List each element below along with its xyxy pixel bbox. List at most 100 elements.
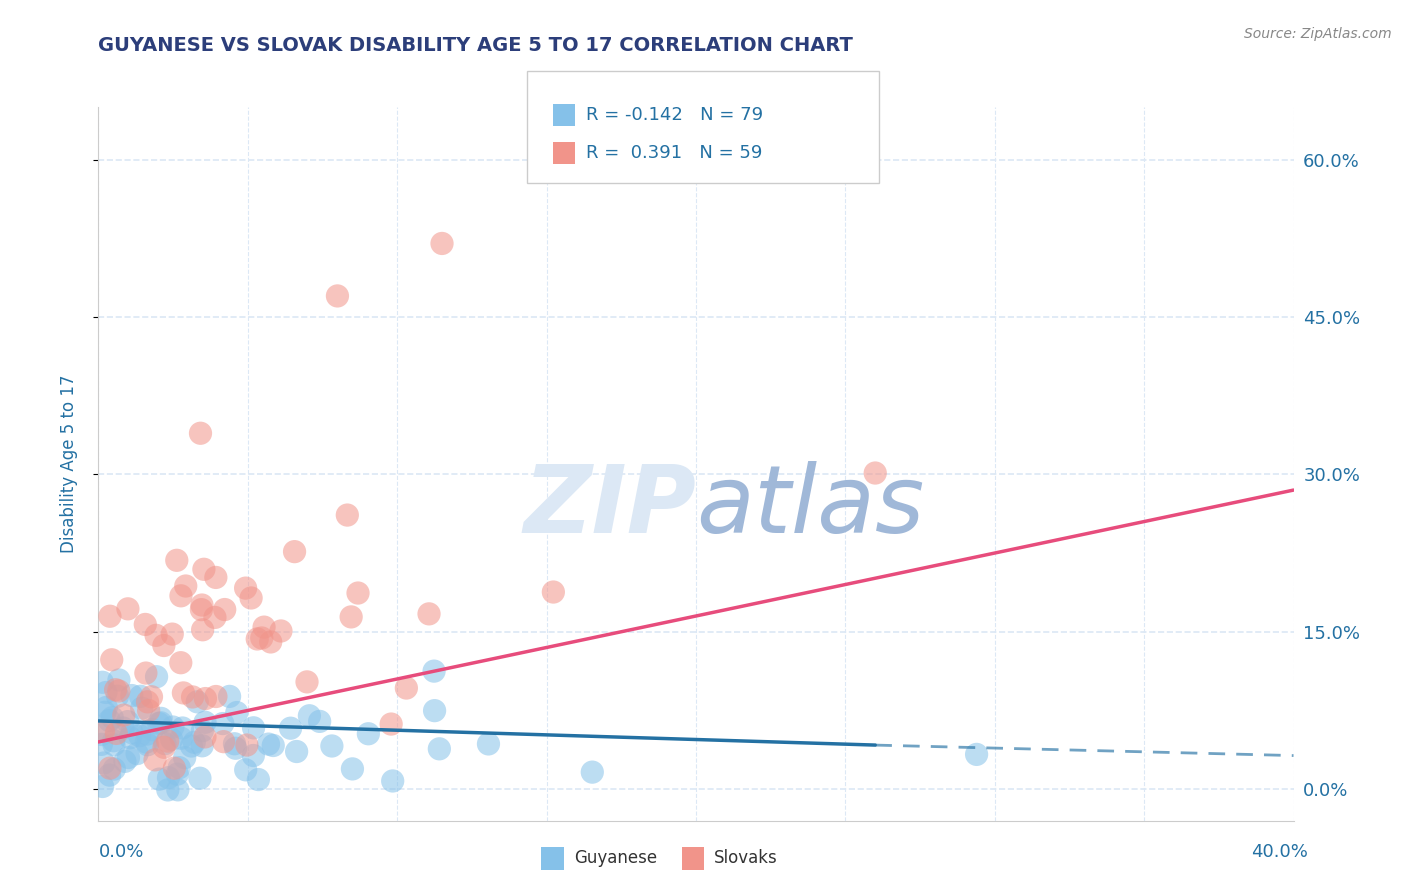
Point [247,772,270,787]
Point [141,723,163,737]
Point [93,724,115,739]
Point [135,735,157,749]
Point [166,782,188,797]
Text: Guyanese: Guyanese [574,849,657,867]
Point [204,610,226,624]
Point [581,765,603,780]
Point [246,632,269,646]
Point [128,729,150,743]
Point [180,739,202,753]
Point [235,581,257,595]
Point [120,731,142,745]
Point [117,714,139,729]
Point [145,670,167,684]
Point [90,738,112,752]
Point [380,717,402,731]
Point [103,738,125,752]
Point [190,602,212,616]
Point [117,602,139,616]
Point [395,681,418,695]
Point [131,701,153,715]
Point [214,602,236,616]
Point [105,726,128,740]
Text: ZIP: ZIP [523,460,696,553]
Text: R = -0.142   N = 79: R = -0.142 N = 79 [586,106,763,124]
Point [121,689,143,703]
Point [218,690,240,704]
Point [186,695,208,709]
Point [136,727,159,741]
Point [225,706,247,720]
Y-axis label: Disability Age 5 to 17: Disability Age 5 to 17 [59,375,77,553]
Point [308,714,330,729]
Point [112,721,135,735]
Point [193,562,215,576]
Point [212,734,235,748]
Point [170,656,193,670]
Point [257,737,280,751]
Point [153,740,176,755]
Point [160,732,183,747]
Point [262,739,284,753]
Point [225,741,247,756]
Text: Source: ZipAtlas.com: Source: ZipAtlas.com [1244,27,1392,41]
Point [150,711,173,725]
Point [430,236,453,251]
Point [129,690,152,704]
Point [194,691,217,706]
Point [166,553,188,567]
Point [295,674,318,689]
Point [145,628,167,642]
Point [108,673,131,687]
Point [170,589,193,603]
Point [94,706,117,720]
Point [166,767,188,781]
Point [98,761,121,775]
Text: 40.0%: 40.0% [1251,843,1308,861]
Point [117,750,139,764]
Point [156,783,179,797]
Point [188,771,211,785]
Point [194,715,217,730]
Point [98,609,121,624]
Point [91,675,114,690]
Point [153,639,176,653]
Point [148,716,170,731]
Point [136,695,159,709]
Point [250,631,273,645]
Point [98,714,121,728]
Point [966,747,988,762]
Point [143,753,166,767]
Point [172,721,194,735]
Point [285,745,308,759]
Point [236,738,259,752]
Point [149,715,172,730]
Point [103,733,125,747]
Point [270,624,292,638]
Point [103,762,125,776]
Point [172,686,194,700]
Point [283,544,305,558]
Point [121,725,143,739]
Point [163,761,186,775]
Point [183,735,205,749]
Point [381,774,404,789]
Point [235,763,257,777]
Point [340,610,363,624]
Point [91,780,114,794]
Point [157,771,180,785]
Point [336,508,359,522]
Point [96,700,118,714]
Point [101,711,124,725]
Point [423,664,446,678]
Point [477,737,499,751]
Point [107,684,129,698]
Point [418,607,440,621]
Point [135,666,157,681]
Point [224,737,246,751]
Point [342,762,364,776]
Text: 0.0%: 0.0% [98,843,143,861]
Text: atlas: atlas [696,461,924,552]
Point [141,690,163,704]
Point [191,623,214,637]
